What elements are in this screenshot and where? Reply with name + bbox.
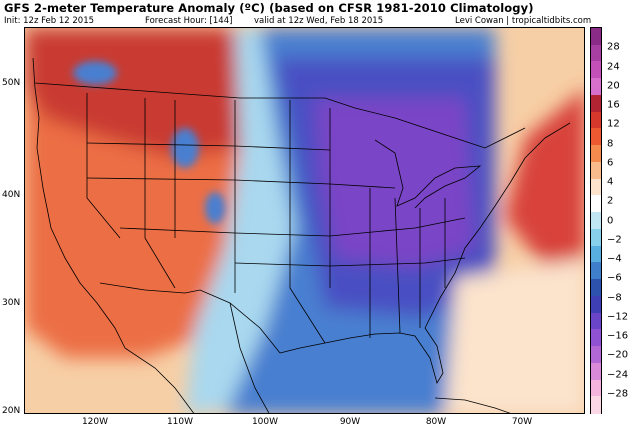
colorbar-segment — [591, 178, 601, 196]
state-line-12 — [394, 197, 401, 334]
state-line-2 — [144, 98, 176, 289]
map-title: GFS 2-meter Temperature Anomaly (ºC) (ba… — [4, 1, 534, 15]
speckle-cold — [205, 192, 225, 224]
cuba-outline — [434, 397, 511, 413]
colorbar-segment — [591, 379, 601, 397]
state-line-8 — [86, 177, 396, 189]
lon-label-70w: 70W — [511, 417, 533, 427]
forecast-hour: Forecast Hour: [144] — [145, 16, 233, 26]
gulf-coast — [279, 327, 444, 385]
boundary-lines — [32, 57, 571, 413]
colorbar-label: −8 — [607, 292, 622, 304]
init-time: Init: 12z Feb 12 2015 — [4, 16, 95, 26]
colorbar-segment — [591, 111, 601, 130]
lon-label-100w: 100W — [251, 417, 279, 427]
lat-label-20n: 20N — [2, 406, 21, 416]
colorbar-segment — [591, 295, 601, 314]
colorbar-segment — [591, 28, 601, 46]
deep-cold-region — [315, 98, 475, 268]
colorbar-segment — [591, 195, 601, 213]
colorbar-segment — [591, 262, 601, 280]
colorbar-segment — [591, 212, 601, 230]
colorbar-segment — [591, 44, 601, 63]
colorbar-label: 4 — [607, 176, 614, 188]
lon-label-120w: 120W — [81, 417, 109, 427]
colorbar-segment — [591, 396, 601, 414]
colorbar-segment — [591, 61, 601, 79]
colorbar-label: 16 — [607, 99, 620, 111]
colorbar-label: −4 — [607, 253, 622, 265]
lon-label-80w: 80W — [425, 417, 447, 427]
colorbar-label: 20 — [607, 80, 620, 92]
state-line-9 — [119, 217, 466, 237]
east-coast — [424, 122, 571, 329]
colorbar-segment — [591, 279, 601, 297]
colorbar — [590, 27, 602, 414]
map-panel — [24, 27, 585, 414]
lon-label-90w: 90W — [339, 417, 361, 427]
valid-time: valid at 12z Wed, Feb 18 2015 — [254, 16, 384, 26]
colorbar-segment — [591, 78, 601, 96]
colorbar-label: 12 — [607, 118, 620, 130]
state-line-7 — [86, 142, 331, 151]
lon-label-110w: 110W — [166, 417, 194, 427]
colorbar-label: 28 — [607, 41, 620, 53]
atlantic-pale-region — [445, 258, 584, 413]
colorbar-segment — [591, 228, 601, 247]
colorbar-segment — [591, 128, 601, 146]
colorbar-label: −12 — [607, 311, 629, 323]
mountain-cold-speckle — [73, 61, 225, 224]
anomaly-map — [25, 28, 584, 413]
colorbar-label: −20 — [607, 349, 629, 361]
state-line-5 — [289, 100, 326, 344]
colorbar-label: −2 — [607, 234, 622, 246]
colorbar-segment — [591, 312, 601, 330]
colorbar-segment — [591, 161, 601, 180]
colorbar-segment — [591, 94, 601, 113]
mexico-outline — [124, 302, 270, 413]
credit-text: Levi Cowan | tropicaltidbits.com — [455, 16, 592, 26]
colorbar-label: −16 — [607, 330, 629, 342]
lat-label-50n: 50N — [2, 78, 21, 88]
colorbar-label: 8 — [607, 138, 614, 150]
colorbar-label: 0 — [607, 215, 614, 227]
state-line-1 — [86, 93, 121, 239]
colorbar-label: 2 — [607, 195, 614, 207]
atlantic-warm-region — [505, 89, 584, 268]
northwest-hot-region — [25, 28, 240, 158]
speckle-cold — [171, 128, 199, 168]
colorbar-segment — [591, 362, 601, 381]
colorbar-label: −6 — [607, 272, 622, 284]
great-lakes — [374, 139, 482, 209]
colorbar-label: 24 — [607, 61, 620, 73]
colorbar-label: −28 — [607, 388, 629, 400]
speckle-cold — [73, 61, 117, 85]
us-mexico-border — [99, 282, 281, 354]
lat-label-40n: 40N — [2, 190, 21, 200]
colorbar-segment — [591, 145, 601, 163]
us-canada-border — [34, 82, 526, 149]
west-coast — [32, 57, 126, 349]
colorbar-label: −24 — [607, 369, 629, 381]
colorbar-segment — [591, 346, 601, 364]
colorbar-segment — [591, 329, 601, 347]
lat-label-30n: 30N — [2, 298, 21, 308]
colorbar-segment — [591, 245, 601, 263]
colorbar-label: 6 — [607, 157, 614, 169]
